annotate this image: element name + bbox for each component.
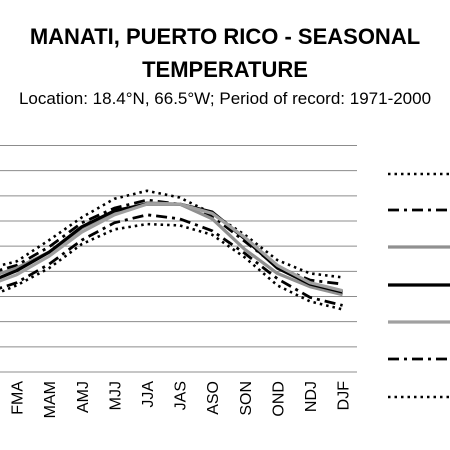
x-tick-label: MJJ bbox=[107, 381, 124, 410]
x-tick-label: NDJ bbox=[303, 381, 320, 412]
x-tick-label: OND bbox=[270, 381, 287, 417]
x-tick-label: ASO bbox=[205, 381, 222, 415]
x-tick-label: JJA bbox=[140, 381, 157, 408]
x-tick-label: MAM bbox=[42, 381, 59, 418]
x-tick-label: FMA bbox=[10, 381, 27, 415]
series-line-1 bbox=[0, 189, 343, 279]
chart-title-line-1: MANATI, PUERTO RICO - SEASONAL bbox=[29, 24, 421, 49]
x-tick-label: SON bbox=[238, 381, 255, 416]
series-line-6 bbox=[0, 213, 343, 307]
chart-title-line-2: TEMPERATURE bbox=[142, 57, 308, 82]
x-tick-label: JAS bbox=[173, 381, 190, 410]
chart-subtitle: Location: 18.4°N, 66.5°W; Period of reco… bbox=[18, 89, 432, 108]
series-line-7 bbox=[0, 222, 343, 311]
x-tick-label: AMJ bbox=[75, 381, 92, 413]
series-line-5 bbox=[0, 202, 343, 293]
x-tick-label: DJF bbox=[336, 381, 353, 411]
